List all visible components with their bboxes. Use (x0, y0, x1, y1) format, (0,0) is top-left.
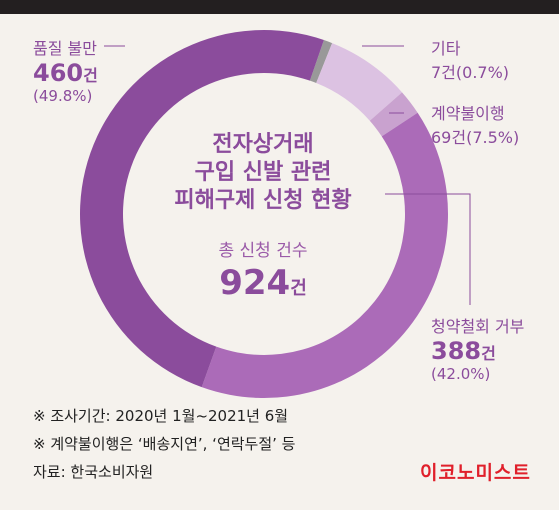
label-quality-unit: 건 (83, 66, 98, 85)
total-value: 924 (219, 263, 291, 303)
note-definition: ※ 계약불이행은 ‘배송지연’, ‘연락두절’ 등 (33, 435, 296, 453)
publisher-logo: 이코노미스트 (420, 462, 531, 484)
note-period: ※ 조사기간: 2020년 1월~2021년 6월 (33, 407, 289, 425)
top-bar (0, 0, 559, 14)
slice-contract (316, 43, 403, 121)
slice-quality (80, 30, 324, 388)
note-source: 자료: 한국소비자원 (33, 463, 154, 481)
title-line-3: 피해구제 신청 현황 (174, 188, 352, 213)
total-block: 총 신청 건수 924건 (140, 236, 386, 303)
slice-other (309, 40, 333, 84)
label-other-name: 기타 (431, 39, 461, 58)
label-refusal-name: 청약철회 거부 (431, 317, 525, 336)
title-line-1: 전자상거래 (212, 132, 314, 157)
label-quality-pct: (49.8%) (33, 87, 93, 105)
total-unit: 건 (290, 278, 307, 299)
label-contract: 계약불이행 69건(7.5%) (431, 100, 519, 148)
label-quality-count: 460 (33, 59, 84, 87)
slice-refusal (201, 112, 449, 398)
label-quality-name: 품질 불만 (33, 39, 97, 58)
label-other: 기타 7건(0.7%) (431, 35, 509, 83)
label-contract-count: 69건(7.5%) (431, 128, 520, 147)
leader-line-refusal (385, 193, 471, 305)
label-other-count: 7건(0.7%) (431, 63, 510, 82)
notes: ※ 조사기간: 2020년 1월~2021년 6월 ※ 계약불이행은 ‘배송지연… (33, 402, 295, 486)
total-label: 총 신청 건수 (218, 241, 308, 261)
label-refusal-count: 388 (431, 337, 482, 365)
label-refusal-pct: (42.0%) (431, 365, 491, 383)
label-refusal: 청약철회 거부 388건 (42.0%) (431, 313, 524, 383)
label-quality: 품질 불만 460건 (49.8%) (33, 35, 98, 105)
title-line-2: 구입 신발 관련 (194, 160, 332, 185)
label-contract-name: 계약불이행 (431, 104, 505, 123)
chart-title: 전자상거래 구입 신발 관련 피해구제 신청 현황 (140, 131, 386, 215)
slice-refusal-band (369, 92, 418, 137)
label-refusal-unit: 건 (481, 344, 496, 363)
